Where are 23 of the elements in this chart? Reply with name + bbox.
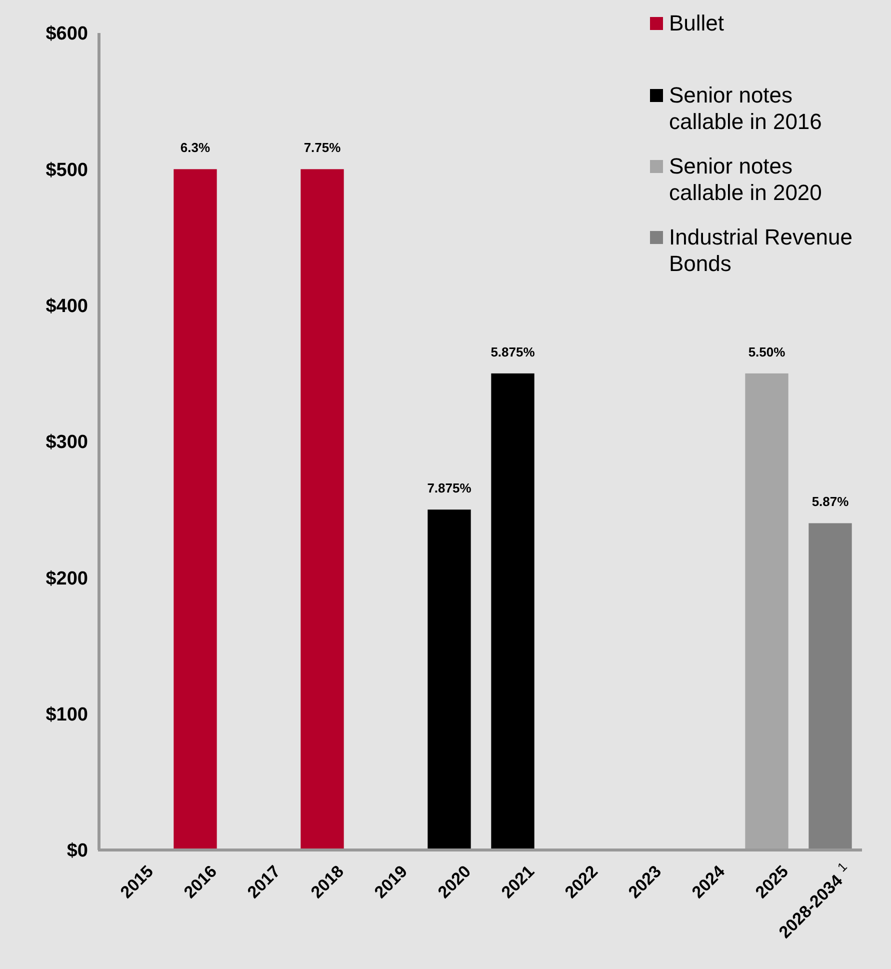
legend-label: Industrial Revenue Bonds (669, 224, 852, 276)
annotation: 7.875% (427, 480, 472, 496)
bar (491, 373, 534, 850)
y-tick-label: $300 (46, 432, 88, 454)
bar (808, 523, 852, 850)
annotation: 5.50% (748, 344, 786, 360)
y-tick-label: $0 (66, 840, 88, 862)
annotation: 7.75% (304, 140, 342, 156)
y-tick-label: $500 (46, 160, 88, 181)
legend-label: Senior notes callable in 2020 (669, 154, 822, 205)
legend-label: Senior notes callable in 2016 (669, 82, 822, 134)
bar (428, 510, 471, 850)
annotation: 5.87% (812, 494, 850, 510)
bar (745, 373, 788, 850)
legend-label: Bullet (669, 10, 724, 36)
annotation: 6.3% (180, 140, 210, 156)
y-tick-label: $100 (46, 704, 88, 726)
annotation: 5.875% (490, 344, 536, 360)
y-tick-label: $400 (46, 296, 88, 317)
y-tick-label: $600 (46, 24, 88, 45)
bar (300, 169, 344, 850)
bar (174, 169, 217, 850)
y-tick-label: $200 (46, 568, 88, 590)
